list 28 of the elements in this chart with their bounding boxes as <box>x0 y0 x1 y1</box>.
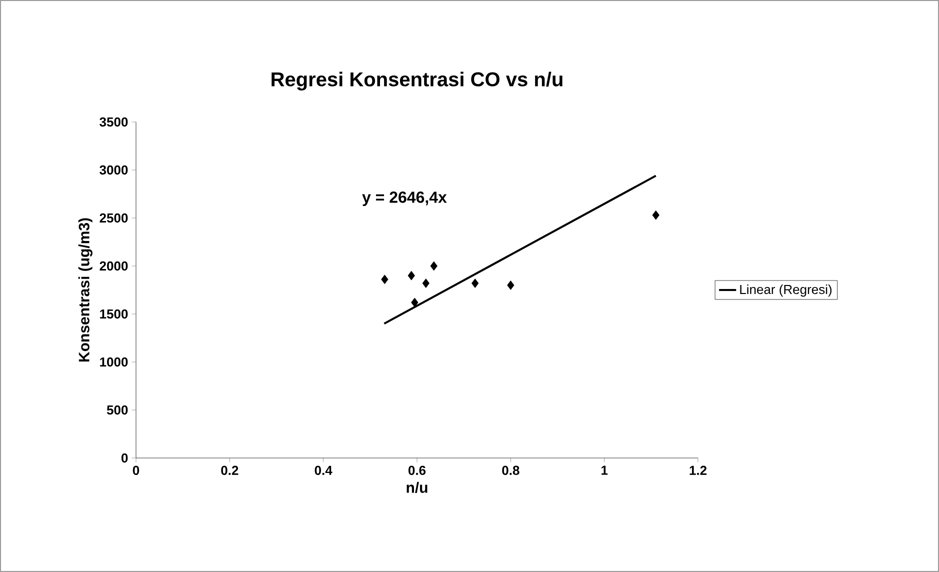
point <box>507 280 514 290</box>
y-tick-label: 1000 <box>100 357 128 367</box>
y-tick-label: 3000 <box>100 165 128 175</box>
point <box>472 278 479 288</box>
y-tick-label: 500 <box>106 405 128 415</box>
point <box>381 274 388 284</box>
chart-title: Regresi Konsentrasi CO vs n/u <box>272 72 562 90</box>
y-tick-label: 3500 <box>100 117 128 127</box>
y-axis-title: Konsentrasi (ug/m3) <box>78 218 92 362</box>
x-axis-title: n/u <box>406 482 428 494</box>
x-tick-label: 0.6 <box>408 466 426 475</box>
x-tick-label: 0 <box>132 466 140 475</box>
point <box>408 270 415 280</box>
y-tick-label: 0 <box>121 453 128 463</box>
x-tick-label: 0.2 <box>221 466 238 475</box>
point <box>411 298 418 308</box>
annotation: y = 2646,4x <box>362 192 447 206</box>
y-tick-label: 2000 <box>100 261 128 271</box>
y-tick-label: 1500 <box>100 309 128 319</box>
x-tick-label: 0.4 <box>314 466 332 475</box>
y-tick-label: 2500 <box>100 213 128 223</box>
point <box>430 261 438 271</box>
legend-label: Linear (Regresi) <box>740 284 832 297</box>
x-tick-label: 0.8 <box>502 466 520 475</box>
point <box>422 278 430 288</box>
point <box>652 210 660 220</box>
x-tick-label: 1 <box>602 466 608 475</box>
x-tick-label: 1.2 <box>690 466 707 475</box>
